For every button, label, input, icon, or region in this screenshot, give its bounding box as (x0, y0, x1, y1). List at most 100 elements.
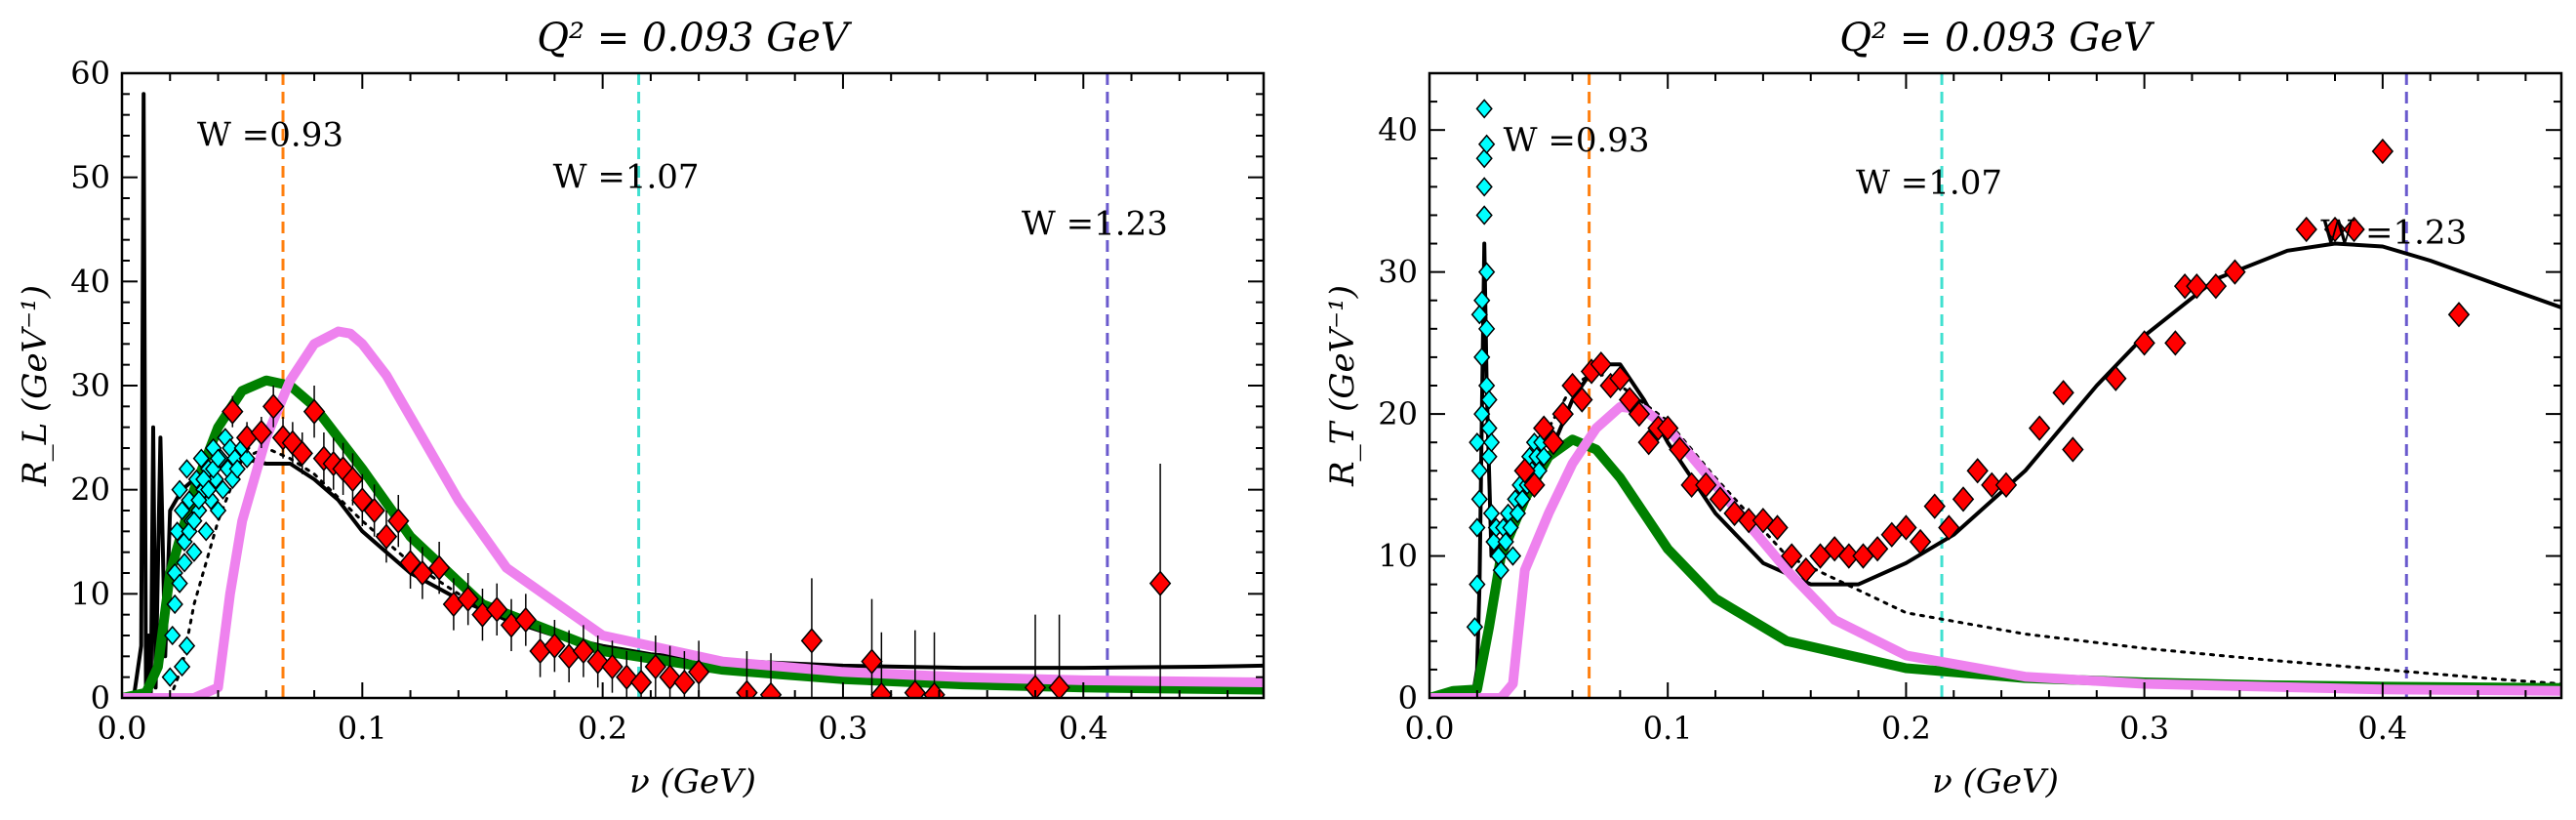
data-point (1480, 390, 1498, 410)
data-point (200, 479, 218, 500)
data-point (1024, 675, 1047, 698)
data-point (759, 681, 783, 698)
x-tick-label: 0.1 (338, 710, 387, 747)
y-tick-label: 50 (70, 159, 110, 196)
series-line-2 (122, 375, 1264, 698)
y-axis-label: R_L (GeV⁻¹) (16, 285, 55, 487)
data-point (1470, 461, 1488, 481)
x-tick-label: 0.2 (578, 710, 627, 747)
data-point (2133, 330, 2155, 356)
data-point (644, 653, 667, 680)
data-point (1680, 472, 1703, 498)
x-tick-label: 0.4 (2357, 710, 2407, 747)
data-point (1571, 387, 1593, 413)
data-point (629, 669, 653, 696)
x-axis-label: ν (GeV) (1932, 762, 2059, 801)
data-point (1535, 446, 1552, 467)
data-point (1669, 436, 1691, 463)
plot-area (1429, 73, 2561, 698)
data-point (427, 554, 451, 581)
chart-title: Q² = 0.093 GeV (1839, 16, 2155, 61)
data-point (1938, 514, 1960, 541)
data-point (1895, 514, 1917, 541)
y-tick-label: 0 (91, 679, 110, 717)
data-point (2052, 380, 2074, 406)
x-tick-label: 0.0 (1405, 710, 1455, 747)
series-line-3 (122, 326, 1264, 698)
data-point (171, 573, 188, 594)
series-points-5 (221, 386, 1172, 698)
data-point (1637, 430, 1660, 456)
data-point (1477, 134, 1496, 154)
data-point (221, 398, 244, 425)
data-point (1561, 372, 1584, 399)
data-point (1482, 432, 1501, 453)
chart-title: Q² = 0.093 GeV (537, 16, 853, 61)
data-point (736, 679, 758, 698)
data-point (1480, 446, 1498, 467)
data-point (1609, 365, 1631, 391)
data-point (1497, 531, 1514, 553)
w-label-1: W =1.07 (1856, 164, 2002, 203)
data-point (302, 398, 326, 425)
data-point (543, 633, 566, 659)
data-point (169, 521, 186, 542)
data-point (192, 448, 210, 469)
data-point (262, 393, 285, 420)
data-point (1482, 503, 1501, 524)
data-point (2028, 415, 2051, 441)
data-point (904, 679, 927, 698)
data-point (1477, 262, 1496, 282)
data-point (375, 523, 398, 550)
data-point (2204, 273, 2228, 300)
data-point (1823, 536, 1846, 562)
data-point (1475, 205, 1493, 226)
y-tick-label: 0 (1398, 679, 1418, 717)
data-point (342, 466, 364, 493)
data-point (1469, 432, 1486, 453)
w-label-2: W =1.23 (2320, 214, 2467, 253)
data-point (1466, 617, 1484, 637)
y-tick-label: 40 (70, 263, 110, 300)
data-point (572, 637, 595, 665)
data-point (1738, 508, 1760, 534)
y-tick-label: 40 (1378, 111, 1418, 148)
panel-rl: W =0.93 W =1.07 W =1.23 0.0 0.1 0.2 0.3 0.4 0 10 2… (16, 16, 1266, 801)
x-tick-label: 0.3 (2119, 710, 2169, 747)
data-point (166, 594, 183, 615)
data-point (228, 459, 246, 479)
data-point (586, 648, 609, 675)
data-point (687, 659, 710, 685)
data-point (1148, 570, 1172, 596)
data-point (178, 459, 196, 479)
data-point (1909, 528, 1932, 555)
x-axis-label: ν (GeV) (629, 762, 756, 801)
data-point (1952, 486, 1975, 512)
data-point (1551, 400, 1574, 428)
data-point (1477, 318, 1496, 339)
data-point (1695, 472, 1717, 498)
w-label-0: W =0.93 (197, 116, 343, 155)
data-point (1509, 503, 1526, 524)
data-point (1469, 517, 1486, 538)
data-point (1470, 305, 1488, 325)
data-point (870, 681, 893, 698)
data-point (238, 448, 256, 469)
data-point (1981, 472, 2003, 498)
data-point (1657, 415, 1679, 441)
data-point (161, 667, 179, 687)
data-point (1618, 387, 1641, 413)
data-point (2323, 216, 2347, 243)
data-point (514, 606, 537, 634)
data-point (2224, 259, 2246, 285)
data-point (1470, 489, 1488, 510)
data-point (2164, 330, 2187, 356)
data-point (659, 664, 681, 690)
data-point (1513, 489, 1531, 510)
data-point (1923, 493, 1946, 519)
y-tick-label: 30 (1378, 254, 1418, 291)
data-point (1533, 415, 1555, 441)
data-point (861, 648, 883, 675)
data-point (185, 542, 203, 562)
